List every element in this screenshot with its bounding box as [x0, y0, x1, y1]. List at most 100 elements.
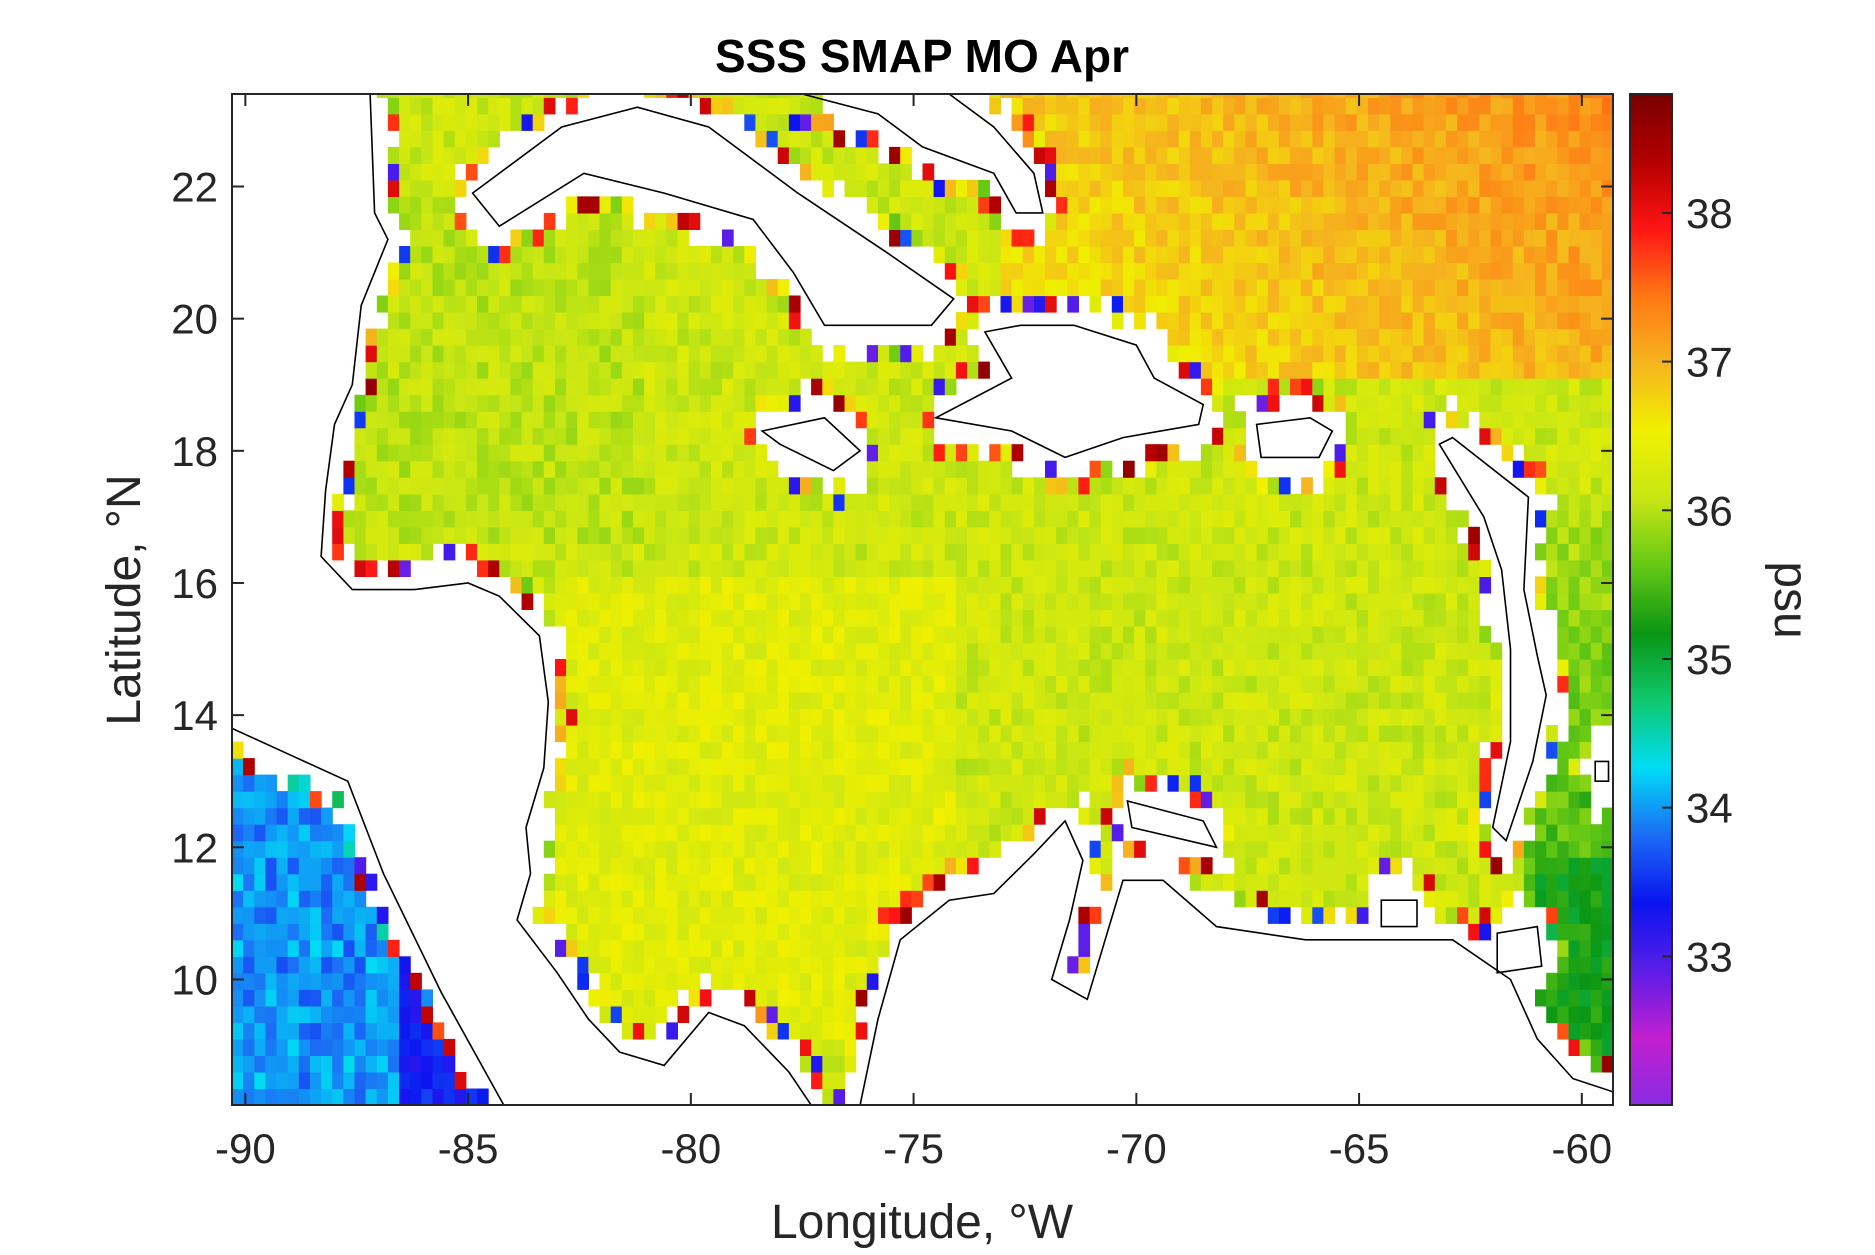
coastline-puertoRico — [1255, 416, 1334, 459]
salinity-cell — [1033, 526, 1046, 544]
salinity-cell — [399, 510, 411, 528]
salinity-cell — [1323, 94, 1336, 98]
salinity-cell — [755, 559, 768, 577]
salinity-cell — [644, 758, 656, 776]
salinity-cell — [699, 592, 712, 610]
salinity-cell — [1490, 725, 1503, 743]
salinity-cell — [1056, 146, 1068, 164]
salinity-cell — [477, 493, 489, 511]
salinity-cell — [644, 411, 656, 429]
salinity-cell — [310, 989, 322, 1007]
salinity-cell — [1423, 229, 1436, 247]
salinity-cell — [710, 824, 723, 842]
salinity-cell — [1434, 791, 1447, 809]
salinity-cell — [666, 543, 678, 561]
salinity-cell — [1535, 477, 1547, 495]
salinity-cell — [1401, 840, 1414, 858]
salinity-cell — [644, 725, 656, 743]
salinity-cell — [733, 824, 745, 842]
salinity-cell — [1546, 328, 1558, 346]
salinity-cell — [1401, 807, 1414, 825]
salinity-cell — [1457, 559, 1469, 577]
salinity-cell — [1033, 692, 1046, 710]
salinity-cell — [1301, 675, 1313, 693]
salinity-cell — [1535, 312, 1547, 330]
salinity-cell — [755, 576, 768, 594]
salinity-cell — [655, 659, 667, 677]
salinity-cell — [1568, 444, 1581, 462]
salinity-cell — [755, 130, 768, 148]
salinity-cell — [1445, 411, 1458, 429]
salinity-cell — [900, 378, 912, 396]
salinity-cell — [900, 873, 912, 891]
salinity-cell — [722, 758, 734, 776]
salinity-cell — [811, 146, 823, 164]
salinity-cell — [588, 279, 601, 297]
salinity-cell — [1390, 609, 1402, 627]
salinity-cell — [1178, 229, 1191, 247]
salinity-cell — [666, 840, 678, 858]
salinity-cell — [1200, 510, 1213, 528]
salinity-cell — [1145, 279, 1157, 297]
salinity-cell — [1178, 559, 1191, 577]
salinity-cell — [1334, 526, 1347, 544]
salinity-cell — [343, 526, 356, 544]
salinity-cell — [1557, 774, 1569, 792]
salinity-cell — [1334, 659, 1347, 677]
salinity-cell — [866, 642, 879, 660]
salinity-cell — [1535, 361, 1547, 379]
salinity-cell — [1167, 526, 1180, 544]
salinity-cell — [922, 692, 935, 710]
salinity-cell — [387, 163, 400, 181]
salinity-cell — [1568, 576, 1581, 594]
salinity-cell — [833, 361, 846, 379]
salinity-cell — [1022, 559, 1035, 577]
salinity-cell — [755, 493, 768, 511]
coastline-bahamas — [779, 94, 1044, 214]
salinity-cell — [744, 692, 756, 710]
salinity-cell — [577, 295, 589, 313]
salinity-cell — [699, 906, 712, 924]
salinity-cell — [1290, 642, 1302, 660]
salinity-cell — [1200, 543, 1213, 561]
salinity-cell — [1345, 725, 1358, 743]
salinity-cell — [844, 840, 857, 858]
salinity-cell — [922, 378, 935, 396]
salinity-cell — [677, 559, 690, 577]
salinity-cell — [1067, 741, 1079, 759]
salinity-cell — [376, 526, 389, 544]
salinity-cell — [644, 791, 656, 809]
salinity-cell — [1312, 807, 1324, 825]
salinity-cell — [855, 146, 868, 164]
salinity-cell — [588, 576, 601, 594]
salinity-cell — [1312, 394, 1324, 412]
salinity-cell — [967, 592, 979, 610]
salinity-cell — [599, 427, 612, 445]
salinity-cell — [1323, 559, 1336, 577]
salinity-cell — [911, 659, 924, 677]
salinity-cell — [800, 609, 812, 627]
salinity-cell — [710, 411, 723, 429]
salinity-cell — [1189, 675, 1202, 693]
salinity-cell — [1368, 328, 1380, 346]
salinity-cell — [421, 1055, 433, 1073]
salinity-cell — [621, 758, 634, 776]
salinity-cell — [644, 427, 656, 445]
salinity-cell — [1033, 807, 1046, 825]
salinity-cell — [833, 857, 846, 875]
salinity-cell — [822, 625, 834, 643]
salinity-cell — [777, 378, 790, 396]
salinity-cell — [1368, 411, 1380, 429]
salinity-cell — [365, 873, 378, 891]
salinity-cell — [599, 890, 612, 908]
salinity-cell — [599, 460, 612, 478]
salinity-cell — [1445, 510, 1458, 528]
salinity-cell — [1379, 774, 1391, 792]
salinity-cell — [666, 295, 678, 313]
salinity-cell — [1267, 196, 1280, 214]
salinity-cell — [1423, 758, 1436, 776]
salinity-cell — [465, 94, 478, 98]
salinity-cell — [822, 163, 834, 181]
salinity-cell — [1256, 345, 1269, 363]
salinity-cell — [1445, 642, 1458, 660]
